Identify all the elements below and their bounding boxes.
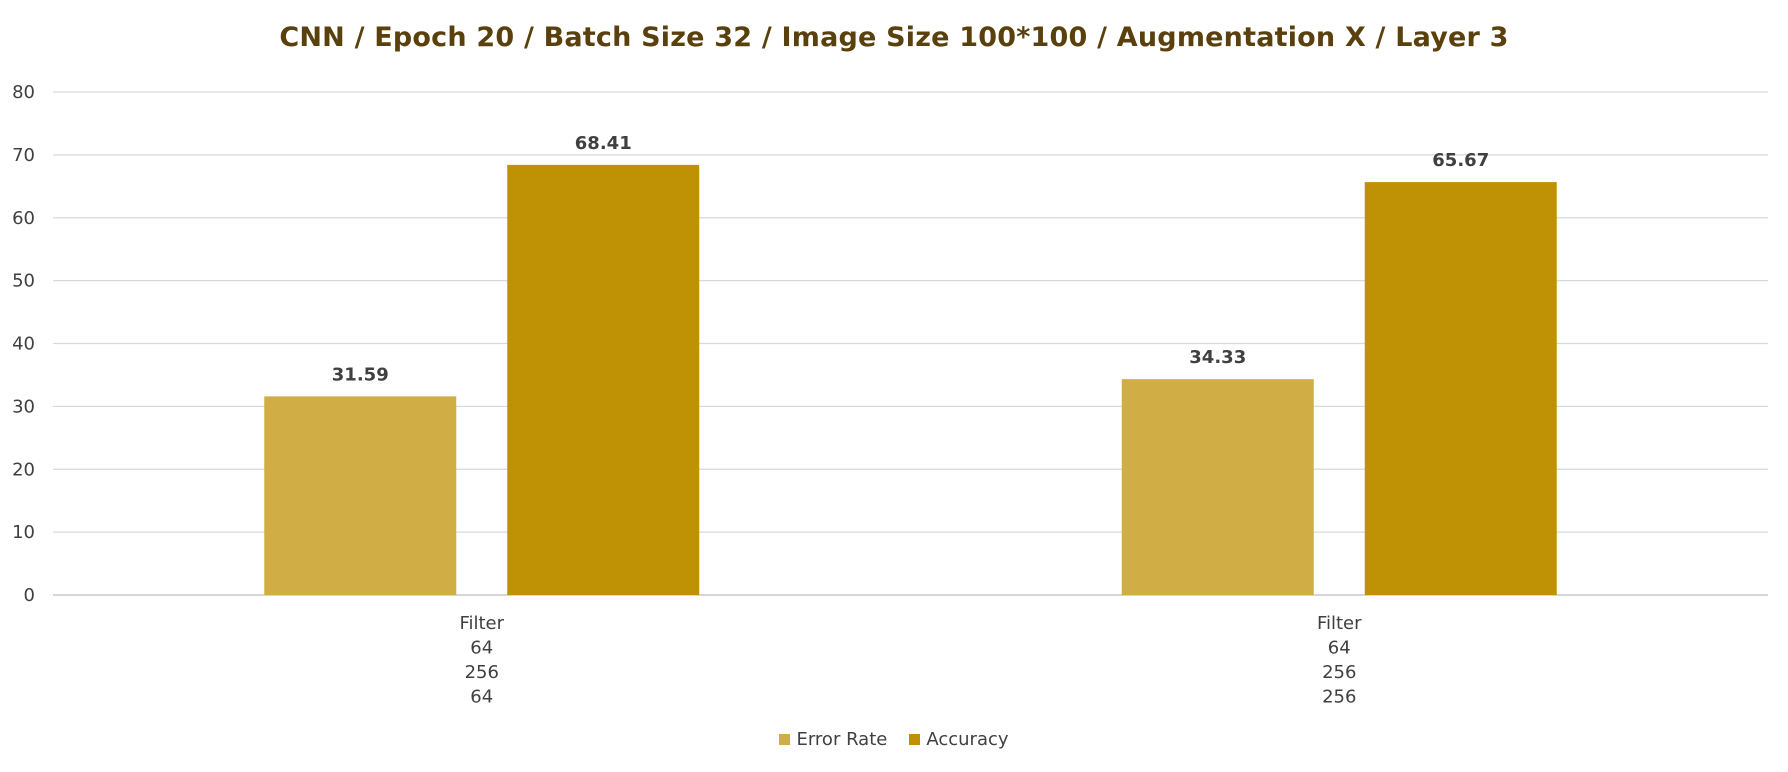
chart-legend: Error Rate Accuracy	[0, 729, 1788, 750]
legend-item: Accuracy	[909, 729, 1009, 750]
y-tick-label: 0	[24, 585, 35, 606]
x-tick-label: 256	[465, 662, 499, 683]
x-tick-label: 64	[470, 638, 493, 659]
legend-swatch	[909, 734, 921, 745]
legend-label: Accuracy	[926, 729, 1009, 750]
chart-title: CNN / Epoch 20 / Batch Size 32 / Image S…	[279, 22, 1509, 53]
y-tick-label: 70	[12, 145, 35, 166]
data-label: 65.67	[1432, 150, 1489, 171]
data-label: 68.41	[575, 133, 632, 154]
x-tick-label: 64	[470, 687, 493, 708]
data-label: 34.33	[1189, 347, 1246, 368]
x-tick-label: 256	[1322, 687, 1356, 708]
bar	[507, 164, 700, 595]
y-tick-label: 20	[12, 459, 35, 480]
bar	[264, 396, 457, 595]
y-tick-label: 50	[12, 271, 35, 292]
legend-item: Error Rate	[779, 729, 887, 750]
y-tick-label: 30	[12, 396, 35, 417]
x-tick-label: 64	[1328, 638, 1351, 659]
x-tick-label: 256	[1322, 662, 1356, 683]
y-tick-label: 60	[12, 208, 35, 229]
legend-swatch	[779, 734, 791, 745]
bar	[1364, 182, 1557, 596]
y-tick-label: 10	[12, 522, 35, 543]
bar	[1121, 379, 1314, 595]
legend-label: Error Rate	[796, 729, 888, 750]
y-tick-label: 40	[12, 334, 35, 355]
data-label: 31.59	[332, 364, 389, 385]
x-tick-label: Filter	[1317, 613, 1362, 634]
x-tick-label: Filter	[459, 613, 504, 634]
y-tick-label: 80	[12, 82, 35, 103]
